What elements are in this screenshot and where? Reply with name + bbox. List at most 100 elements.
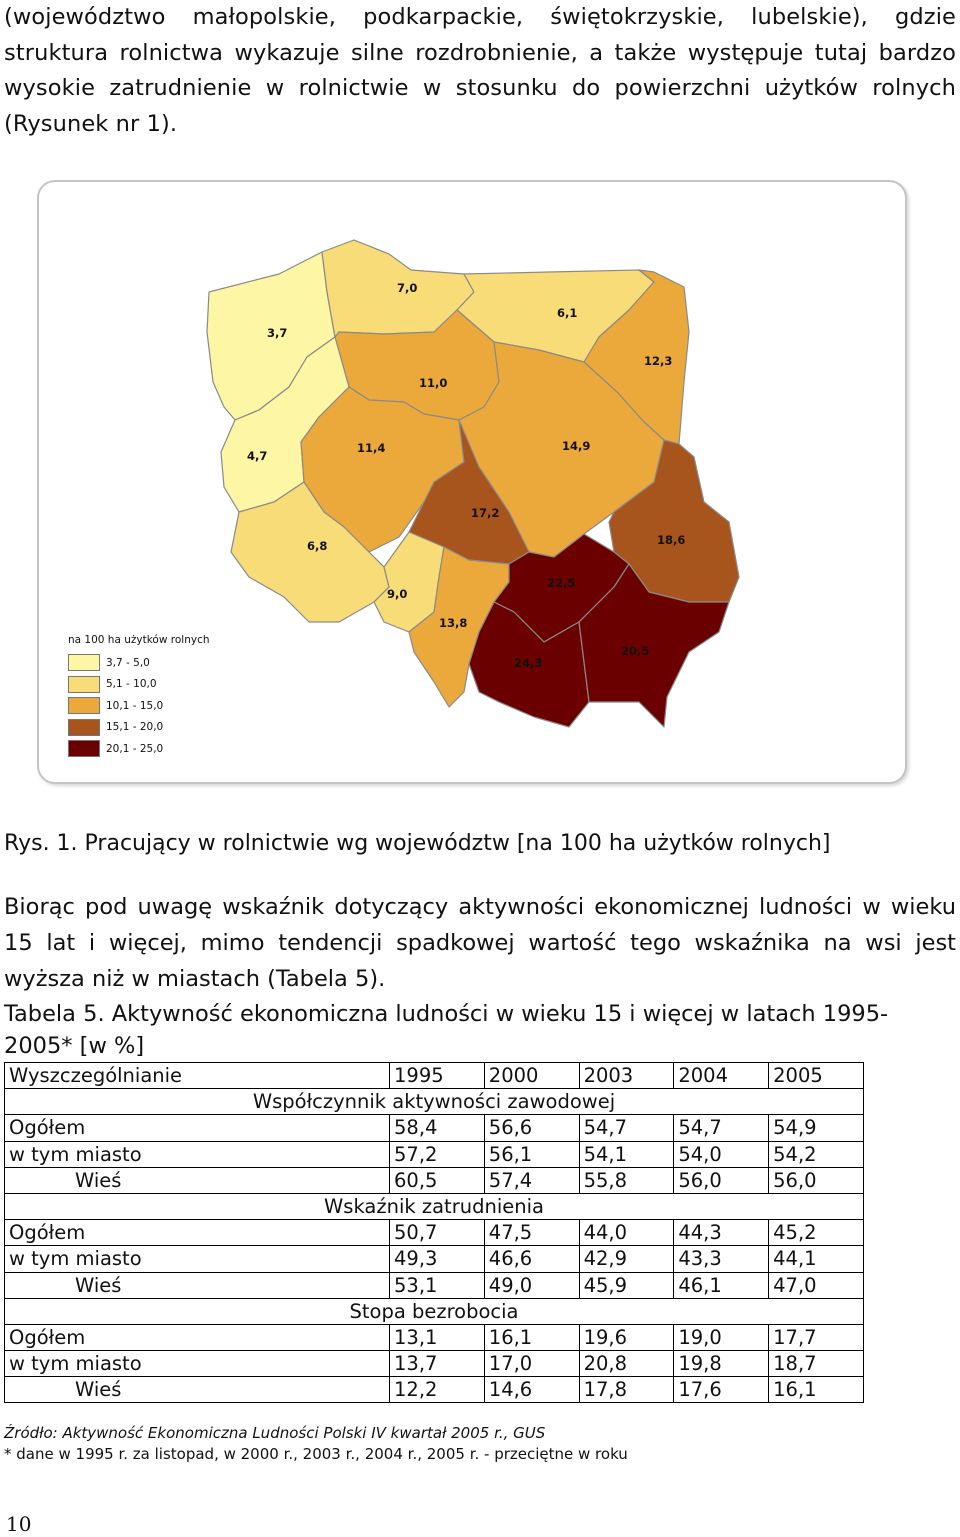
legend-item: 5,1 - 10,0 <box>68 674 210 696</box>
value-cell: 44,3 <box>673 1219 770 1247</box>
region-value-label: 13,8 <box>439 616 467 630</box>
value-cell: 12,2 <box>389 1376 485 1404</box>
row-label: Ogółem <box>3 1323 391 1352</box>
value-cell: 13,1 <box>389 1323 485 1352</box>
legend-label: 15,1 - 20,0 <box>106 721 164 734</box>
value-cell: 49,3 <box>389 1245 485 1273</box>
header-cell: 2005 <box>768 1061 864 1090</box>
section-title: Wskaźnik zatrudnienia <box>4 1192 864 1221</box>
row-label: Wieś <box>3 1166 391 1194</box>
header-cell: 2000 <box>483 1061 580 1090</box>
section-row: Stopa bezrobocia <box>4 1297 864 1325</box>
legend-label: 5,1 - 10,0 <box>106 678 157 691</box>
section-row: Współczynnik aktywności zawodowej <box>4 1088 864 1116</box>
table-row: Wieś 53,1 49,0 45,9 46,1 47,0 <box>3 1271 864 1299</box>
legend-swatch <box>68 675 100 693</box>
value-cell: 19,6 <box>578 1323 675 1352</box>
header-cell: 2003 <box>578 1061 675 1090</box>
table-header-row: Wyszczególnianie 1995 2000 2003 2004 2005 <box>3 1061 864 1090</box>
table-row: Ogółem 13,1 16,1 19,6 19,0 17,7 <box>3 1323 864 1352</box>
value-cell: 46,6 <box>483 1245 580 1273</box>
region-value-label: 6,8 <box>307 539 327 553</box>
value-cell: 17,6 <box>673 1376 770 1404</box>
value-cell: 13,7 <box>389 1350 485 1378</box>
value-cell: 46,1 <box>673 1271 770 1299</box>
value-cell: 47,5 <box>483 1219 580 1247</box>
legend-swatch <box>68 740 100 758</box>
legend-swatch <box>68 654 100 672</box>
value-cell: 20,8 <box>578 1350 675 1378</box>
table-title: Tabela 5. Aktywność ekonomiczna ludności… <box>4 1001 889 1059</box>
value-cell: 57,4 <box>483 1166 580 1194</box>
row-label: Wieś <box>3 1376 391 1404</box>
region-value-label: 11,4 <box>357 441 385 455</box>
region-value-label: 22,5 <box>547 576 575 590</box>
region-value-label: 12,3 <box>644 354 672 368</box>
legend-swatch <box>68 697 100 715</box>
value-cell: 43,3 <box>673 1245 770 1273</box>
page-number: 10 <box>6 1512 32 1536</box>
value-cell: 55,8 <box>578 1166 675 1194</box>
table-row: w tym miasto 13,7 17,0 20,8 19,8 18,7 <box>3 1350 864 1378</box>
value-cell: 16,1 <box>483 1323 580 1352</box>
table-row: Wieś 12,2 14,6 17,8 17,6 16,1 <box>3 1376 864 1404</box>
region-value-label: 20,5 <box>621 644 649 658</box>
value-cell: 49,0 <box>483 1271 580 1299</box>
table-row: Ogółem 50,7 47,5 44,0 44,3 45,2 <box>3 1219 864 1247</box>
legend-item: 15,1 - 20,0 <box>68 717 210 739</box>
value-cell: 16,1 <box>768 1376 864 1404</box>
legend-item: 3,7 - 5,0 <box>68 652 210 674</box>
value-cell: 44,1 <box>768 1245 864 1273</box>
row-label: w tym miasto <box>3 1140 391 1168</box>
value-cell: 54,0 <box>673 1140 770 1168</box>
value-cell: 56,6 <box>483 1114 580 1142</box>
value-cell: 57,2 <box>389 1140 485 1168</box>
legend-label: 10,1 - 15,0 <box>106 699 164 712</box>
legend-title: na 100 ha użytków rolnych <box>68 634 210 646</box>
row-label: Ogółem <box>3 1114 391 1142</box>
row-label: w tym miasto <box>3 1245 391 1273</box>
region-value-label: 17,2 <box>471 506 499 520</box>
region-value-label: 3,7 <box>267 326 287 340</box>
value-cell: 45,2 <box>768 1219 864 1247</box>
value-cell: 17,0 <box>483 1350 580 1378</box>
section-title: Współczynnik aktywności zawodowej <box>4 1088 864 1116</box>
value-cell: 18,7 <box>768 1350 864 1378</box>
header-cell: 1995 <box>389 1061 485 1090</box>
value-cell: 17,7 <box>768 1323 864 1352</box>
value-cell: 56,0 <box>768 1166 864 1194</box>
row-label: Wieś <box>3 1271 391 1299</box>
value-cell: 42,9 <box>578 1245 675 1273</box>
table-row: w tym miasto 57,2 56,1 54,1 54,0 54,2 <box>3 1140 864 1168</box>
region-malopolskie <box>468 601 590 728</box>
value-cell: 47,0 <box>768 1271 864 1299</box>
region-value-label: 4,7 <box>247 449 267 463</box>
region-value-label: 6,1 <box>557 306 577 320</box>
value-cell: 17,8 <box>578 1376 675 1404</box>
value-cell: 54,7 <box>673 1114 770 1142</box>
value-cell: 44,0 <box>578 1219 675 1247</box>
legend-label: 20,1 - 25,0 <box>106 742 164 755</box>
region-value-label: 14,9 <box>562 439 590 453</box>
value-cell: 14,6 <box>483 1376 580 1404</box>
section-row: Wskaźnik zatrudnienia <box>4 1192 864 1221</box>
region-value-label: 7,0 <box>397 281 417 295</box>
region-value-label: 18,6 <box>657 533 685 547</box>
value-cell: 45,9 <box>578 1271 675 1299</box>
figure-caption: Rys. 1. Pracujący w rolnictwie wg wojewó… <box>4 831 831 856</box>
legend-item: 10,1 - 15,0 <box>68 695 210 717</box>
data-table: Wyszczególnianie 1995 2000 2003 2004 2005 Wspó… <box>3 1061 864 1404</box>
value-cell: 60,5 <box>389 1166 485 1194</box>
table-row: w tym miasto 49,3 46,6 42,9 43,3 44,1 <box>3 1245 864 1273</box>
region-podkarpackie <box>578 563 730 728</box>
value-cell: 50,7 <box>389 1219 485 1247</box>
region-value-label: 24,3 <box>514 656 542 670</box>
value-cell: 58,4 <box>389 1114 485 1142</box>
value-cell: 53,1 <box>389 1271 485 1299</box>
legend-label: 3,7 - 5,0 <box>106 656 150 669</box>
value-cell: 54,9 <box>768 1114 864 1142</box>
table-source: Źródło: Aktywność Ekonomiczna Ludności P… <box>4 1424 546 1442</box>
region-value-label: 9,0 <box>387 587 407 601</box>
region-value-label: 11,0 <box>419 376 447 390</box>
region-wielkopolskie <box>300 386 465 553</box>
